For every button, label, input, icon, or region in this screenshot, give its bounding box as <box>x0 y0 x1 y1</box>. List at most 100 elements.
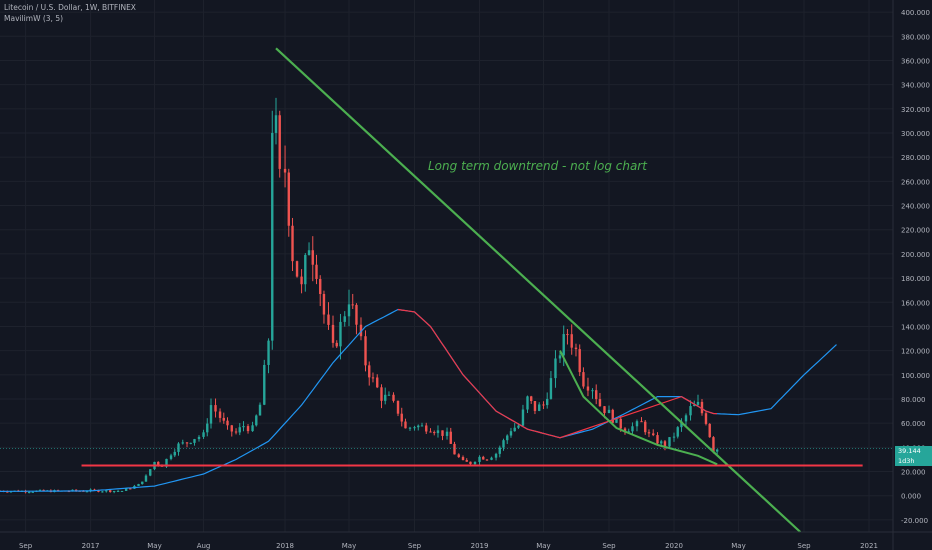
y-tick-label: 0.000 <box>901 493 921 501</box>
candle-body <box>603 406 606 414</box>
candle-body <box>185 442 189 444</box>
candle-body <box>387 394 391 396</box>
candle-body <box>173 451 176 456</box>
candle-body <box>157 461 160 465</box>
candle-body <box>226 420 229 426</box>
candle-body <box>469 461 472 465</box>
candle-body <box>619 418 622 429</box>
candle-body <box>689 406 692 416</box>
candle-body <box>591 390 594 392</box>
candle-body <box>708 423 711 438</box>
candle-body <box>169 455 173 459</box>
y-tick-label: 280.000 <box>901 154 930 162</box>
candle-body <box>413 427 416 429</box>
candle-body <box>287 172 290 226</box>
x-tick-label: May <box>147 542 161 550</box>
candle-body <box>644 421 647 433</box>
candle-body <box>445 431 449 436</box>
y-tick-label: 60.000 <box>901 420 926 428</box>
candle-body <box>278 115 281 169</box>
countdown-tag: 1d3h <box>895 456 932 466</box>
candle-body <box>715 449 719 452</box>
candle-body <box>149 469 152 476</box>
x-tick-label: May <box>536 542 550 550</box>
candle-body <box>165 458 168 467</box>
x-tick-label: 2019 <box>471 542 489 550</box>
candle-body <box>700 401 704 414</box>
y-tick-label: 300.000 <box>901 130 930 138</box>
candle-body <box>295 261 299 277</box>
candle-body <box>436 430 440 434</box>
candle-body <box>74 489 78 491</box>
candle-body <box>339 321 342 347</box>
candle-body <box>120 490 124 492</box>
candle-body <box>611 409 614 423</box>
y-tick-label: 160.000 <box>901 299 930 307</box>
candle-body <box>193 439 196 443</box>
x-tick-label: 2020 <box>665 542 683 550</box>
candle-body <box>112 490 116 492</box>
candle-body <box>526 396 529 410</box>
y-tick-label: 120.000 <box>901 348 930 356</box>
symbol-title[interactable]: Litecoin / U.S. Dollar, 1W, BITFINEX <box>4 3 136 12</box>
candle-body <box>676 427 679 437</box>
candle-body <box>109 490 112 492</box>
candle-body <box>696 401 700 405</box>
candle-body <box>300 276 303 285</box>
mavilimw-line-bearish <box>397 308 718 439</box>
candle-body <box>425 425 428 432</box>
candle-body <box>538 404 541 411</box>
support-curve <box>559 350 718 466</box>
candle-body <box>315 264 318 279</box>
candle-body <box>704 413 708 424</box>
candle-body <box>263 364 266 405</box>
candle-body <box>582 372 585 387</box>
candle-body <box>335 342 338 347</box>
candle-body <box>355 304 358 325</box>
candle-body <box>116 490 120 492</box>
series-layer <box>0 47 893 533</box>
candle-body <box>542 404 545 406</box>
candle-body <box>570 334 573 348</box>
candle-body <box>376 377 379 388</box>
candle-body <box>242 426 245 428</box>
candle-body <box>137 484 140 486</box>
y-tick-label: 340.000 <box>901 82 930 90</box>
x-tick-label: May <box>731 542 745 550</box>
candle-body <box>420 425 424 427</box>
indicator-title[interactable]: MavilimW (3, 5) <box>4 14 64 23</box>
candle-body <box>359 324 363 337</box>
candle-body <box>404 421 407 429</box>
x-tick-label: 2017 <box>82 542 100 550</box>
candle-body <box>238 427 241 433</box>
candle-body <box>230 425 233 432</box>
candle-body <box>623 428 627 433</box>
candle-body <box>441 430 444 436</box>
y-tick-label: 240.000 <box>901 203 930 211</box>
candle-body <box>635 421 639 427</box>
y-tick-label: 200.000 <box>901 251 930 259</box>
x-tick-label: May <box>342 542 356 550</box>
candle-body <box>246 426 250 432</box>
candle-body <box>307 250 311 255</box>
candle-body <box>513 427 516 432</box>
candle-body <box>304 254 307 285</box>
candle-body <box>615 418 618 423</box>
candle-body <box>101 491 104 493</box>
candle-body <box>521 409 525 426</box>
candle-body <box>274 115 278 133</box>
candle-body <box>546 398 549 406</box>
candle-body <box>473 461 477 465</box>
candle-body <box>347 304 351 317</box>
candle-body <box>554 358 557 379</box>
candle-body <box>627 431 630 433</box>
y-tick-label: 360.000 <box>901 57 930 65</box>
candle-body <box>271 132 274 341</box>
time-axis[interactable]: Sep 2017 May Aug 2018 May Sep 2019 May Sep 2020 May… <box>0 531 932 550</box>
y-tick-label: 260.000 <box>901 178 930 186</box>
candle-body <box>197 436 201 440</box>
candle-body <box>322 294 326 315</box>
candle-body <box>255 415 258 426</box>
